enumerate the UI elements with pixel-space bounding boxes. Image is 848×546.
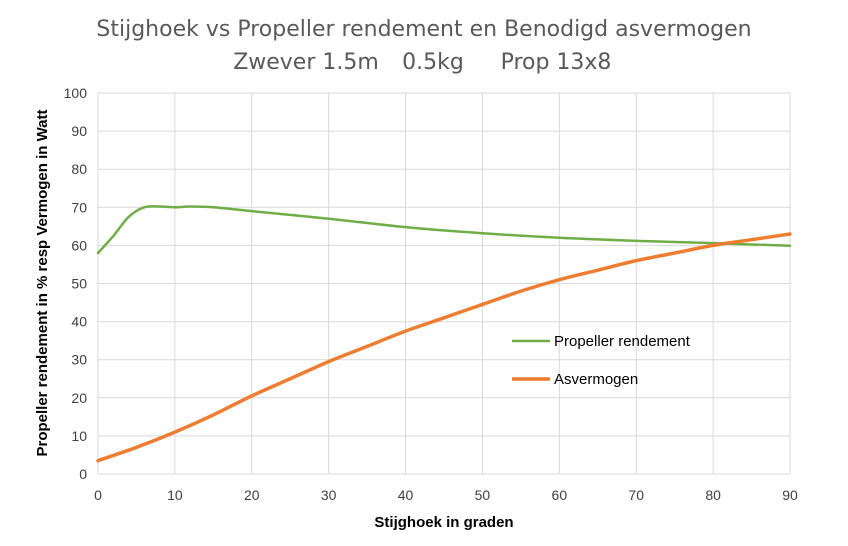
y-tick-label: 50	[71, 276, 87, 292]
x-tick-label: 10	[167, 487, 183, 503]
x-axis-title: Stijghoek in graden	[374, 514, 513, 531]
series-line-2	[96, 232, 792, 463]
x-tick-label: 40	[398, 487, 414, 503]
y-tick-label: 90	[71, 123, 87, 139]
x-tick-label: 60	[552, 487, 568, 503]
y-tick-label: 70	[71, 199, 87, 215]
x-tick-label: 0	[94, 487, 102, 503]
y-axis-title: Propeller rendement in % resp Vermogen i…	[34, 109, 51, 456]
gridlines	[97, 92, 791, 475]
legend: Propeller rendement Asvermogen	[512, 333, 691, 388]
x-tick-label: 30	[321, 487, 337, 503]
x-tick-label: 50	[475, 487, 491, 503]
y-tick-label: 100	[64, 85, 88, 101]
y-tick-label: 30	[71, 352, 87, 368]
y-tick-label: 60	[71, 237, 87, 253]
x-tick-label: 70	[628, 487, 644, 503]
series-line-1	[96, 205, 792, 255]
y-tick-label: 10	[71, 428, 87, 444]
y-tick-labels: 0 10 20 30 40 50 60 70 80 90 100	[64, 85, 88, 482]
chart-subtitle-3: Prop 13x8	[501, 50, 612, 75]
y-tick-label: 20	[71, 390, 87, 406]
y-tick-label: 40	[71, 314, 87, 330]
chart-title: Stijghoek vs Propeller rendement en Beno…	[96, 17, 751, 42]
x-tick-labels: 0 10 20 30 40 50 60 70 80 90	[94, 487, 798, 503]
legend-label-2: Asvermogen	[554, 371, 638, 388]
x-tick-label: 20	[244, 487, 260, 503]
chart-subtitle-2: 0.5kg	[402, 50, 464, 75]
y-tick-label: 80	[71, 161, 87, 177]
chart-subtitle-1: Zwever 1.5m	[233, 50, 379, 75]
legend-label-1: Propeller rendement	[554, 333, 691, 350]
x-tick-label: 80	[705, 487, 721, 503]
x-tick-label: 90	[782, 487, 798, 503]
y-tick-label: 0	[79, 466, 87, 482]
series-lines	[96, 205, 792, 463]
